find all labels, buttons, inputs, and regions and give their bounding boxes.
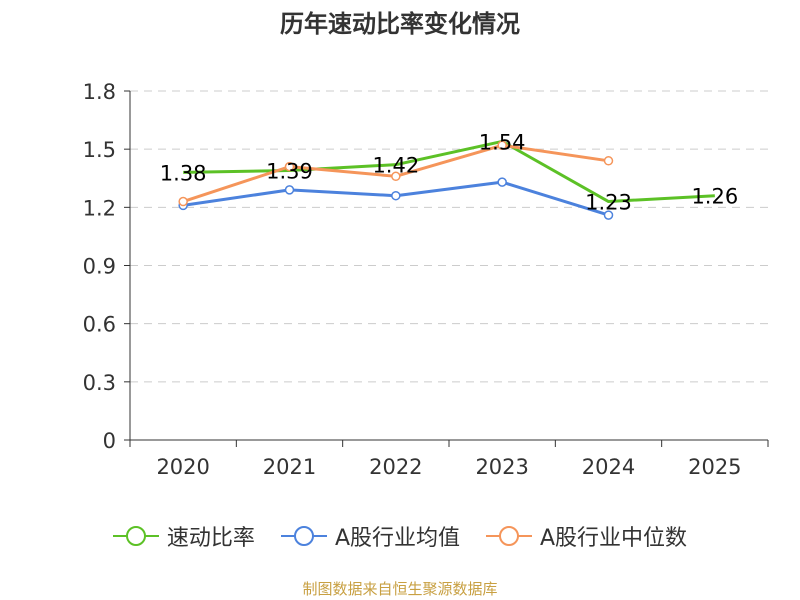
y-tick-label: 0.3 [83, 371, 116, 395]
legend-label: A股行业均值 [334, 526, 460, 551]
series-point-2[interactable] [284, 161, 295, 172]
series-point-1[interactable] [603, 210, 614, 220]
series-point-1[interactable] [284, 185, 295, 195]
x-tick-label: 2022 [369, 455, 422, 479]
data-label: 1.39 [266, 159, 313, 183]
y-tick-label: 0 [103, 429, 116, 453]
y-tick-label: 1.2 [83, 196, 116, 220]
legend-line-icon [280, 526, 327, 546]
legend-label: A股行业中位数 [540, 526, 688, 551]
data-label: 1.23 [585, 191, 632, 215]
y-tick-label: 0.6 [83, 313, 116, 337]
y-tick-label: 0.9 [83, 255, 116, 279]
series-point-2[interactable] [391, 171, 401, 182]
series-point-1[interactable] [391, 190, 401, 201]
data-label: 1.26 [691, 185, 738, 209]
legend-label: 速动比率 [166, 526, 255, 551]
legend: 速动比率 A股行业均值 A股行业中位数 [0, 520, 800, 552]
data-label: 1.42 [372, 154, 419, 178]
legend-item-industry-median[interactable]: A股行业中位数 [486, 520, 687, 552]
y-tick-label: 1.8 [83, 80, 116, 104]
legend-item-industry-mean[interactable]: A股行业均值 [280, 520, 460, 552]
chart-title: 历年速动比率变化情况 [280, 10, 520, 38]
series-point-2[interactable] [603, 156, 614, 166]
x-tick-label: 2023 [475, 455, 528, 479]
axis-layer: 0 0.3 0.6 0.9 1.2 1.5 1.8 2020 2021 2022 2023 2024 2… [83, 80, 769, 479]
x-tick-label: 2020 [156, 455, 209, 479]
series-point-2[interactable] [178, 196, 188, 207]
legend-line-icon [112, 526, 159, 546]
series-line-0 [183, 139, 715, 204]
data-label: 1.38 [160, 161, 207, 185]
grid-layer [130, 90, 768, 383]
label-layer: 1.38 1.39 1.42 1.54 1.23 1.26 [160, 130, 738, 214]
data-label: 1.54 [479, 130, 526, 154]
legend-line-icon [486, 526, 532, 546]
legend-item-speed-ratio[interactable]: 速动比率 [112, 520, 255, 552]
series-layer [178, 139, 715, 220]
source-note: 制图数据来自恒生聚源数据库 [302, 580, 498, 598]
series-point-2[interactable] [497, 140, 507, 151]
x-tick-label: 2021 [263, 455, 316, 479]
x-tick-label: 2025 [688, 455, 741, 479]
y-tick-label: 1.5 [83, 138, 116, 162]
series-point-1[interactable] [497, 177, 507, 187]
x-tick-label: 2024 [582, 455, 635, 479]
